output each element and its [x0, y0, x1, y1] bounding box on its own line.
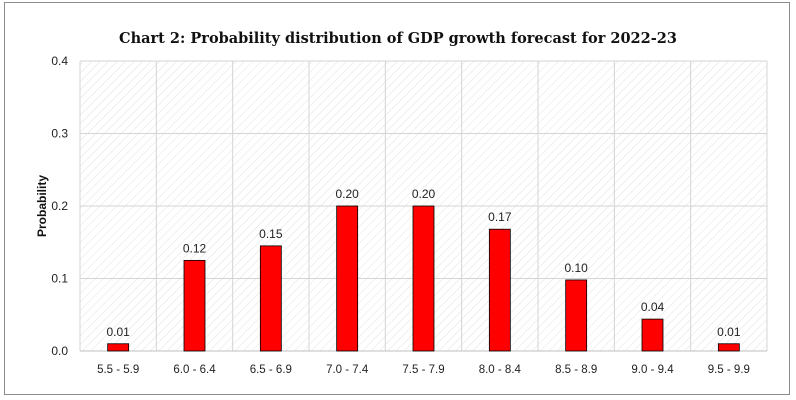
bar-9.0-9.4 — [641, 318, 664, 352]
x-tick-label: 6.5 - 6.9 — [250, 364, 292, 376]
data-label: 0.04 — [641, 300, 665, 314]
y-axis-title: Probability — [35, 175, 49, 237]
data-label: 0.15 — [259, 227, 283, 241]
y-tick-label: 0.0 — [51, 344, 68, 358]
data-label: 0.20 — [335, 187, 359, 201]
data-label: 0.01 — [717, 325, 741, 339]
data-label: 0.01 — [106, 325, 130, 339]
x-tick-label: 7.0 - 7.4 — [326, 364, 369, 376]
x-tick-label: 9.5 - 9.9 — [708, 364, 750, 376]
bar-8.0-8.4 — [488, 228, 511, 352]
bar-6.0-6.4 — [183, 259, 206, 352]
x-tick-label: 9.0 - 9.4 — [631, 364, 674, 376]
x-tick-label: 5.5 - 5.9 — [97, 364, 139, 376]
bar-7.5-7.9 — [412, 205, 435, 352]
y-tick-label: 0.4 — [51, 54, 68, 68]
x-tick-label: 8.5 - 8.9 — [555, 364, 597, 376]
x-tick-label: 8.0 - 8.4 — [479, 364, 522, 376]
bar-9.5-9.9 — [717, 343, 740, 352]
y-tick-label: 0.2 — [51, 199, 68, 213]
data-label: 0.17 — [488, 210, 512, 224]
y-tick-label: 0.3 — [51, 127, 68, 141]
data-label: 0.12 — [183, 241, 207, 255]
chart-title: Chart 2: Probability distribution of GDP… — [119, 30, 677, 47]
y-tick-label: 0.1 — [51, 272, 68, 286]
bar-8.5-8.9 — [565, 279, 588, 352]
data-label: 0.10 — [564, 261, 588, 275]
data-label: 0.20 — [412, 187, 436, 201]
x-tick-label: 6.0 - 6.4 — [173, 364, 216, 376]
bar-5.5-5.9 — [107, 343, 130, 352]
bar-6.5-6.9 — [259, 245, 282, 352]
bar-7.0-7.4 — [336, 205, 359, 352]
x-tick-label: 7.5 - 7.9 — [402, 364, 444, 376]
